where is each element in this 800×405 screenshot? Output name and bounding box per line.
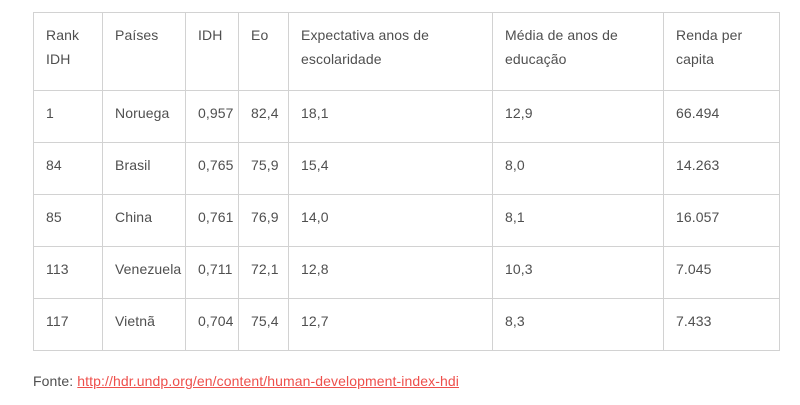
cell-media: 8,3 xyxy=(492,298,664,351)
table-row-noruega: 1 Noruega 0,957 82,4 18,1 12,9 66.494 xyxy=(33,90,780,143)
cell-idh: 0,761 xyxy=(185,194,239,247)
source-label: Fonte: xyxy=(33,373,74,389)
cell-renda: 14.263 xyxy=(663,142,780,195)
cell-media: 12,9 xyxy=(492,90,664,143)
hdi-table: Rank IDH Países IDH Eo Expectativa anos … xyxy=(33,12,780,351)
cell-pais: China xyxy=(102,194,186,247)
cell-eo: 75,9 xyxy=(238,142,289,195)
column-header-media-educacao: Média de anos de educação xyxy=(492,12,664,91)
cell-idh: 0,957 xyxy=(185,90,239,143)
cell-pais: Brasil xyxy=(102,142,186,195)
column-header-paises: Países xyxy=(102,12,186,91)
cell-rank: 85 xyxy=(33,194,103,247)
cell-idh: 0,711 xyxy=(185,246,239,299)
column-header-renda-per-capita: Renda per capita xyxy=(663,12,780,91)
cell-renda: 7.433 xyxy=(663,298,780,351)
cell-eo: 75,4 xyxy=(238,298,289,351)
column-header-expectativa-escolaridade: Expectativa anos de escolaridade xyxy=(288,12,493,91)
cell-idh: 0,765 xyxy=(185,142,239,195)
cell-rank: 113 xyxy=(33,246,103,299)
cell-expectativa: 14,0 xyxy=(288,194,493,247)
table-body: 1 Noruega 0,957 82,4 18,1 12,9 66.494 84… xyxy=(33,90,780,351)
table-row-china: 85 China 0,761 76,9 14,0 8,1 16.057 xyxy=(33,194,780,247)
table-row-brasil: 84 Brasil 0,765 75,9 15,4 8,0 14.263 xyxy=(33,142,780,195)
column-header-eo: Eo xyxy=(238,12,289,91)
cell-renda: 66.494 xyxy=(663,90,780,143)
cell-expectativa: 12,8 xyxy=(288,246,493,299)
cell-expectativa: 18,1 xyxy=(288,90,493,143)
cell-pais: Noruega xyxy=(102,90,186,143)
cell-expectativa: 12,7 xyxy=(288,298,493,351)
cell-rank: 84 xyxy=(33,142,103,195)
cell-eo: 82,4 xyxy=(238,90,289,143)
column-header-rank-idh: Rank IDH xyxy=(33,12,103,91)
cell-media: 10,3 xyxy=(492,246,664,299)
cell-pais: Venezuela xyxy=(102,246,186,299)
table-row-vietna: 117 Vietnã 0,704 75,4 12,7 8,3 7.433 xyxy=(33,298,780,351)
cell-rank: 117 xyxy=(33,298,103,351)
cell-rank: 1 xyxy=(33,90,103,143)
column-header-idh: IDH xyxy=(185,12,239,91)
header-row: Rank IDH Países IDH Eo Expectativa anos … xyxy=(33,12,780,91)
cell-eo: 76,9 xyxy=(238,194,289,247)
cell-pais: Vietnã xyxy=(102,298,186,351)
table-header: Rank IDH Países IDH Eo Expectativa anos … xyxy=(33,12,780,91)
source-note: Fonte: http://hdr.undp.org/en/content/hu… xyxy=(33,371,459,391)
cell-expectativa: 15,4 xyxy=(288,142,493,195)
cell-eo: 72,1 xyxy=(238,246,289,299)
cell-renda: 16.057 xyxy=(663,194,780,247)
cell-media: 8,0 xyxy=(492,142,664,195)
cell-renda: 7.045 xyxy=(663,246,780,299)
source-link[interactable]: http://hdr.undp.org/en/content/human-dev… xyxy=(77,373,460,389)
cell-idh: 0,704 xyxy=(185,298,239,351)
cell-media: 8,1 xyxy=(492,194,664,247)
table-row-venezuela: 113 Venezuela 0,711 72,1 12,8 10,3 7.045 xyxy=(33,246,780,299)
